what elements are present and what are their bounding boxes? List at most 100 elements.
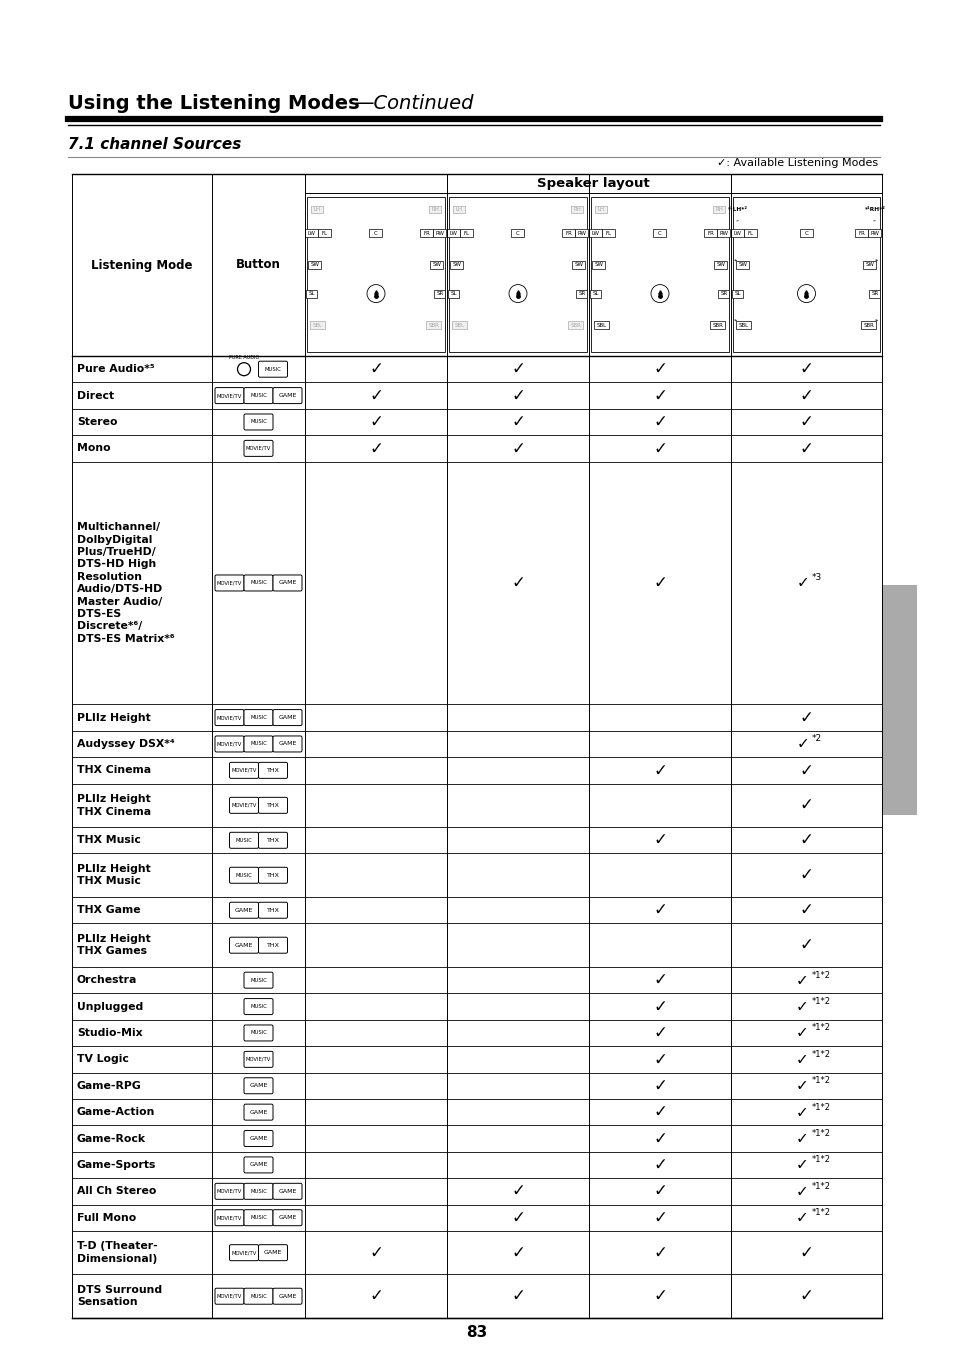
Bar — [449, 197, 586, 353]
Text: MOVIE/TV: MOVIE/TV — [246, 1056, 271, 1062]
Text: SW: SW — [432, 262, 441, 267]
Text: SW: SW — [452, 262, 461, 267]
Text: SR: SR — [436, 290, 443, 296]
Text: *1*2: *1*2 — [811, 1182, 830, 1190]
Text: Multichannel/
DolbyDigital
Plus/TrueHD/
DTS-HD High
Resolution
Audio/DTS-HD
Mast: Multichannel/ DolbyDigital Plus/TrueHD/ … — [77, 523, 174, 644]
FancyBboxPatch shape — [244, 973, 273, 988]
Text: SBL: SBL — [313, 323, 323, 328]
FancyBboxPatch shape — [718, 289, 729, 297]
Text: MUSIC: MUSIC — [250, 1031, 267, 1035]
Text: Mono: Mono — [77, 443, 111, 454]
FancyBboxPatch shape — [736, 261, 749, 269]
Text: SR: SR — [870, 290, 878, 296]
Text: ✓: ✓ — [369, 1288, 382, 1305]
FancyBboxPatch shape — [562, 230, 575, 238]
FancyBboxPatch shape — [273, 1289, 302, 1304]
Text: ✓: ✓ — [653, 1209, 666, 1227]
Text: *1*2: *1*2 — [811, 1050, 830, 1059]
FancyBboxPatch shape — [214, 1209, 244, 1225]
Text: *2: *2 — [811, 735, 821, 743]
FancyBboxPatch shape — [460, 230, 473, 238]
Text: ✓: ✓ — [653, 1077, 666, 1094]
Text: ✓: ✓ — [511, 439, 524, 458]
Text: C: C — [516, 231, 519, 235]
FancyBboxPatch shape — [429, 205, 440, 213]
Text: Game-RPG: Game-RPG — [77, 1081, 142, 1090]
Text: ✓: ✓ — [653, 971, 666, 989]
FancyBboxPatch shape — [214, 736, 244, 753]
FancyBboxPatch shape — [800, 230, 812, 238]
FancyBboxPatch shape — [244, 413, 273, 430]
Text: PLIIz Height: PLIIz Height — [77, 712, 151, 723]
FancyBboxPatch shape — [575, 230, 588, 238]
Text: THX: THX — [266, 767, 279, 773]
Text: MUSIC: MUSIC — [250, 393, 267, 399]
FancyBboxPatch shape — [273, 1209, 302, 1225]
Text: FR: FR — [707, 231, 714, 235]
FancyBboxPatch shape — [214, 1183, 244, 1200]
FancyBboxPatch shape — [244, 709, 273, 725]
Text: MUSIC: MUSIC — [250, 1189, 267, 1194]
Text: GAME: GAME — [249, 1162, 268, 1167]
Text: ✓: ✓ — [653, 1104, 666, 1121]
FancyBboxPatch shape — [426, 322, 441, 330]
Text: MUSIC: MUSIC — [250, 1004, 267, 1009]
Text: *1*2: *1*2 — [811, 1208, 830, 1217]
Text: FL: FL — [747, 231, 753, 235]
Text: ✓: ✓ — [796, 1183, 808, 1198]
Text: ✓: ✓ — [653, 1024, 666, 1042]
FancyBboxPatch shape — [862, 261, 876, 269]
FancyBboxPatch shape — [244, 1156, 273, 1173]
Text: LH: LH — [455, 207, 462, 212]
Text: SL: SL — [309, 290, 314, 296]
Text: Game-Rock: Game-Rock — [77, 1133, 146, 1143]
Text: THX: THX — [266, 873, 279, 878]
FancyBboxPatch shape — [318, 230, 331, 238]
FancyBboxPatch shape — [273, 576, 302, 590]
Text: MUSIC: MUSIC — [250, 742, 267, 747]
Text: *¹: *¹ — [872, 219, 876, 223]
Text: ✓: ✓ — [653, 762, 666, 780]
FancyBboxPatch shape — [450, 261, 463, 269]
FancyBboxPatch shape — [214, 576, 244, 590]
FancyBboxPatch shape — [258, 797, 287, 813]
Text: *²: *² — [733, 319, 738, 324]
Text: *¹RH*²: *¹RH*² — [863, 207, 884, 212]
Text: ✓: ✓ — [369, 413, 382, 431]
Text: C: C — [658, 231, 661, 235]
Text: ✓: ✓ — [653, 386, 666, 404]
FancyBboxPatch shape — [653, 230, 666, 238]
Text: ✓: ✓ — [796, 1210, 808, 1225]
Text: SBL: SBL — [739, 323, 748, 328]
Text: SL: SL — [592, 290, 598, 296]
Text: MUSIC: MUSIC — [250, 715, 267, 720]
FancyBboxPatch shape — [244, 1104, 273, 1120]
Text: ✓: ✓ — [511, 1244, 524, 1262]
Text: ✓: ✓ — [653, 361, 666, 378]
Text: ✓: ✓ — [799, 413, 813, 431]
Text: ✓: ✓ — [799, 1288, 813, 1305]
Bar — [732, 197, 879, 353]
FancyBboxPatch shape — [230, 797, 258, 813]
FancyBboxPatch shape — [214, 1289, 244, 1304]
Text: SBR: SBR — [428, 323, 439, 328]
FancyBboxPatch shape — [244, 1025, 273, 1042]
Text: ✓: ✓ — [511, 1182, 524, 1200]
Text: ✓: ✓ — [369, 1244, 382, 1262]
FancyBboxPatch shape — [712, 205, 724, 213]
FancyBboxPatch shape — [258, 902, 287, 919]
Text: SBR: SBR — [570, 323, 580, 328]
FancyBboxPatch shape — [230, 762, 258, 778]
Text: RW: RW — [719, 231, 728, 235]
Text: GAME: GAME — [264, 1250, 282, 1255]
Text: GAME: GAME — [278, 1189, 296, 1194]
Text: SW: SW — [738, 262, 747, 267]
FancyBboxPatch shape — [230, 1244, 258, 1260]
Text: THX: THX — [266, 802, 279, 808]
Text: —Continued: —Continued — [354, 95, 473, 113]
Bar — [590, 197, 728, 353]
Text: ✓: ✓ — [796, 1052, 808, 1067]
Text: MOVIE/TV: MOVIE/TV — [216, 715, 242, 720]
FancyBboxPatch shape — [592, 261, 605, 269]
Text: ✓: ✓ — [511, 386, 524, 404]
